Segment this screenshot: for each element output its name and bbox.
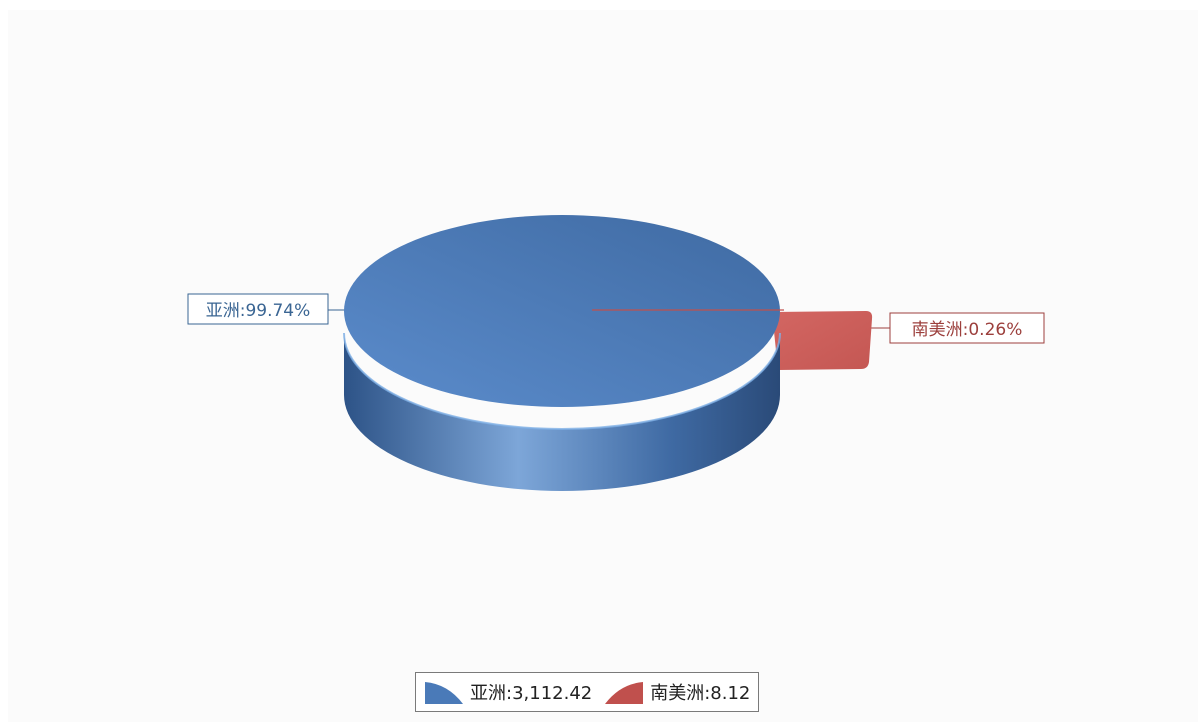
legend-item-south-america[interactable]: 南美洲:8.12: [602, 679, 750, 705]
pie-slice-south-america: [772, 311, 872, 370]
legend-label-asia: 亚洲:3,112.42: [470, 679, 592, 705]
legend-label-south-america: 南美洲:8.12: [650, 679, 750, 705]
legend-item-asia[interactable]: 亚洲:3,112.42: [422, 679, 592, 705]
data-label-asia-text: 亚洲:99.74%: [206, 301, 311, 321]
chart-area: 亚洲:99.74% 南美洲:0.26%: [8, 10, 1198, 722]
pie-chart: 亚洲:99.74% 南美洲:0.26%: [8, 10, 1198, 722]
data-label-south-america-text: 南美洲:0.26%: [912, 320, 1023, 340]
legend-swatch-asia: [422, 679, 466, 705]
pie-slice-asia: [344, 215, 780, 407]
legend: 亚洲:3,112.42 南美洲:8.12: [415, 672, 759, 712]
data-label-asia: 亚洲:99.74%: [188, 294, 328, 324]
legend-swatch-south-america: [602, 679, 646, 705]
data-label-south-america: 南美洲:0.26%: [890, 313, 1044, 343]
